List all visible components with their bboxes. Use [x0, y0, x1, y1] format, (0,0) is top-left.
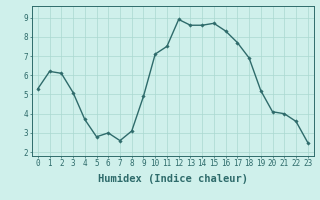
X-axis label: Humidex (Indice chaleur): Humidex (Indice chaleur) [98, 174, 248, 184]
